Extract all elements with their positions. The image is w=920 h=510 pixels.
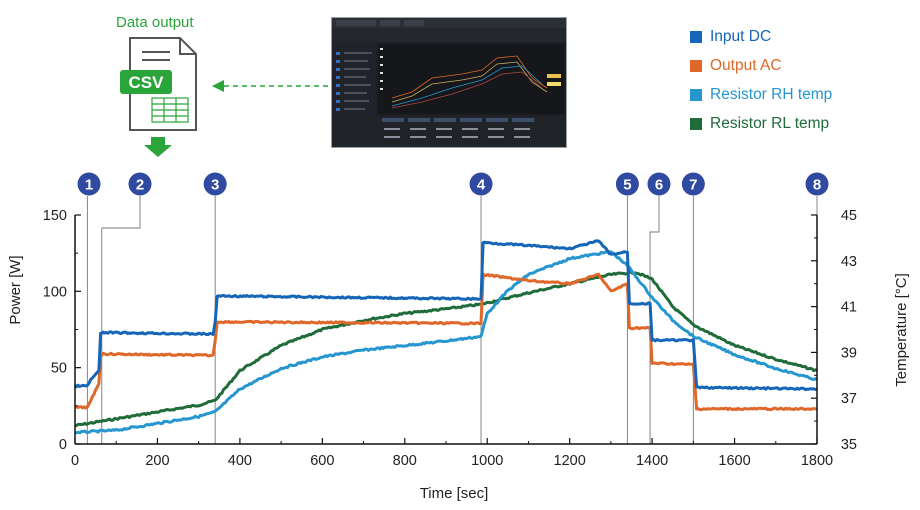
x-tick-label: 200 (145, 453, 169, 469)
x-tick-label: 800 (393, 453, 417, 469)
legend-swatch-output-ac (690, 59, 702, 72)
data-output-label: Data output (116, 14, 194, 31)
event-marker: 8 (805, 172, 829, 444)
legend-label-input-dc: Input DC (710, 27, 772, 45)
legend-swatch-resistor-rl-temp (690, 117, 702, 130)
event-marker-line (649, 196, 660, 444)
event-marker-badge (203, 172, 227, 196)
legend: Input DC Output AC Resistor RH temp Resi… (690, 22, 832, 138)
x-tick-label: 1200 (554, 453, 586, 469)
event-marker: 7 (681, 172, 705, 444)
y2-tick-label: 41 (841, 300, 857, 316)
event-marker: 5 (615, 172, 639, 444)
event-marker-badge (469, 172, 493, 196)
event-marker-label: 3 (211, 177, 219, 194)
series-line-input-dc (73, 239, 818, 392)
legend-label-resistor-rl-temp: Resistor RL temp (710, 114, 830, 132)
csv-label: CSV (129, 73, 165, 92)
x-tick-label: 1800 (801, 453, 833, 469)
event-marker-label: 2 (136, 177, 144, 194)
event-marker: 6 (647, 172, 671, 444)
event-marker-label: 1 (85, 177, 93, 194)
legend-item-resistor-rh-temp: Resistor RH temp (690, 80, 832, 109)
event-marker: 2 (101, 172, 152, 444)
software-screenshot-graphic (332, 18, 566, 147)
y-tick-label: 0 (59, 437, 67, 453)
software-screenshot (331, 17, 567, 148)
event-marker: 3 (203, 172, 227, 444)
event-marker-badge (615, 172, 639, 196)
legend-item-resistor-rl-temp: Resistor RL temp (690, 109, 832, 138)
y-axis-label: Power [W] (7, 255, 24, 324)
event-marker: 1 (77, 172, 101, 444)
series-line-resistor-rl-temp (74, 270, 818, 428)
event-marker-label: 5 (623, 177, 631, 194)
event-marker-line (101, 196, 141, 444)
x-tick-label: 1000 (471, 453, 503, 469)
y2-tick-label: 35 (841, 437, 857, 453)
y-tick-label: 150 (43, 208, 67, 224)
x-axis-label: Time [sec] (420, 485, 489, 502)
legend-swatch-resistor-rh-temp (690, 88, 702, 101)
y-tick-label: 100 (43, 284, 67, 300)
event-marker-badge (647, 172, 671, 196)
dashed-arrow-icon (212, 80, 328, 92)
event-marker-label: 4 (477, 177, 486, 194)
y2-tick-label: 37 (841, 391, 857, 407)
download-arrow-icon (144, 137, 172, 157)
y2-axis-label: Temperature [°C] (893, 273, 910, 387)
y2-tick-label: 39 (841, 345, 857, 361)
event-marker-label: 6 (655, 177, 663, 194)
y2-tick-label: 43 (841, 254, 857, 270)
legend-swatch-input-dc (690, 30, 702, 43)
event-marker-badge (681, 172, 705, 196)
event-marker: 4 (469, 172, 493, 444)
x-tick-label: 1600 (718, 453, 750, 469)
x-tick-label: 0 (71, 453, 79, 469)
x-tick-label: 400 (228, 453, 252, 469)
event-marker-label: 8 (813, 177, 821, 194)
legend-label-output-ac: Output AC (710, 56, 782, 74)
legend-item-input-dc: Input DC (690, 22, 832, 51)
x-tick-label: 600 (310, 453, 334, 469)
x-tick-label: 1400 (636, 453, 668, 469)
legend-label-resistor-rh-temp: Resistor RH temp (710, 85, 833, 103)
legend-item-output-ac: Output AC (690, 51, 832, 80)
y-tick-label: 50 (51, 361, 67, 377)
event-marker-label: 7 (689, 177, 697, 194)
event-marker-badge (128, 172, 152, 196)
csv-file-icon: CSV (120, 37, 197, 157)
y2-tick-label: 45 (841, 208, 857, 224)
event-marker-badge (805, 172, 829, 196)
series-line-resistor-rh-temp (74, 250, 818, 435)
event-marker-badge (77, 172, 101, 196)
series-line-output-ac (74, 272, 818, 412)
